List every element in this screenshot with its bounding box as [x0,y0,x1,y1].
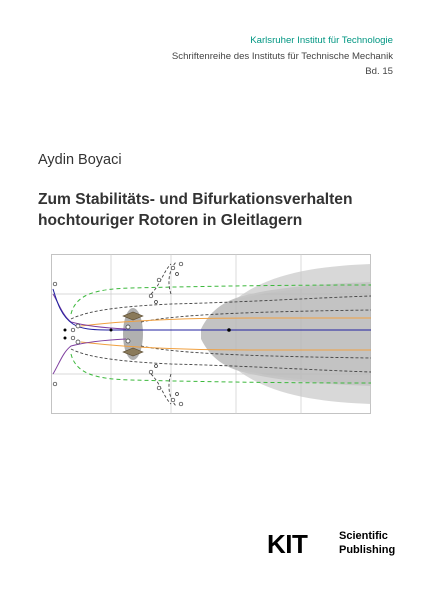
institution-name: Karlsruher Institut für Technologie [250,35,393,46]
olive-markers [122,311,144,357]
publisher-line-2: Publishing [339,544,396,556]
orange-curves [80,317,371,351]
blue-center-line [52,288,371,331]
dot-markers [63,328,231,340]
gray-cloud [201,282,371,386]
author-name: Aydin Boyaci [38,152,122,168]
book-title: Zum Stabilitäts- und Bifurkationsverhalt… [38,189,398,231]
kit-logo-text: KIT [267,529,308,559]
circle-markers [52,261,184,407]
title-line-1: Zum Stabilitäts- und Bifurkationsverhalt… [38,191,353,208]
volume-number: Bd. 15 [365,66,393,77]
publisher-line-1: Scientific [339,530,388,542]
cover-figure [51,254,371,414]
publisher-name: Scientific Publishing [339,529,395,557]
series-name: Schriftenreihe des Instituts für Technis… [171,50,393,62]
series-info: Karlsruher Institut für Technologie Schr… [172,33,393,80]
purple-curves [52,293,127,375]
bifurcation-diagram [51,254,371,414]
green-dashed-envelope [70,284,371,384]
gray-cloud-edge [236,264,371,404]
title-line-2: hochtouriger Rotoren in Gleitlagern [38,212,303,229]
kit-publishing-logo: KIT Scientific Publishing [267,527,397,563]
